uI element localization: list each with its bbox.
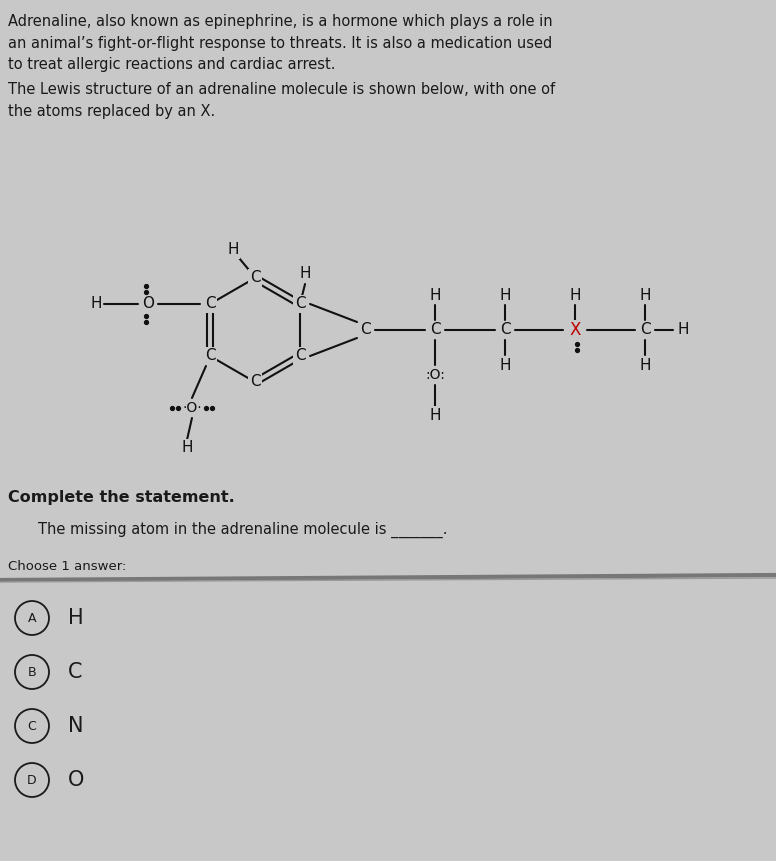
Text: ·O·: ·O· <box>182 401 202 415</box>
Text: C: C <box>68 662 82 682</box>
Text: H: H <box>499 288 511 302</box>
Text: H: H <box>429 288 441 302</box>
Text: H: H <box>90 296 102 312</box>
Text: C: C <box>360 323 370 338</box>
Text: H: H <box>639 288 651 302</box>
Text: H: H <box>227 243 239 257</box>
Text: A: A <box>28 611 36 624</box>
Text: C: C <box>205 349 215 363</box>
Text: C: C <box>500 323 511 338</box>
Text: C: C <box>639 323 650 338</box>
Text: C: C <box>295 349 305 363</box>
Text: C: C <box>430 323 440 338</box>
Text: N: N <box>68 716 84 736</box>
Text: H: H <box>677 323 689 338</box>
Text: The Lewis structure of an adrenaline molecule is shown below, with one of
the at: The Lewis structure of an adrenaline mol… <box>8 82 555 119</box>
Text: C: C <box>250 375 260 389</box>
Text: Complete the statement.: Complete the statement. <box>8 490 235 505</box>
Text: H: H <box>639 357 651 373</box>
Text: B: B <box>28 666 36 678</box>
Text: H: H <box>570 288 580 302</box>
Text: C: C <box>250 270 260 286</box>
Text: O: O <box>142 296 154 312</box>
Text: The missing atom in the adrenaline molecule is _______.: The missing atom in the adrenaline molec… <box>38 522 448 538</box>
Text: H: H <box>68 608 84 628</box>
Text: H: H <box>429 407 441 423</box>
Text: D: D <box>27 773 36 786</box>
Text: Adrenaline, also known as epinephrine, is a hormone which plays a role in
an ani: Adrenaline, also known as epinephrine, i… <box>8 14 553 72</box>
Text: X: X <box>570 321 580 339</box>
Text: O: O <box>68 770 85 790</box>
Text: C: C <box>28 720 36 733</box>
Text: H: H <box>300 267 310 282</box>
Text: C: C <box>295 296 305 312</box>
Text: Choose 1 answer:: Choose 1 answer: <box>8 560 126 573</box>
Text: C: C <box>205 296 215 312</box>
Text: H: H <box>499 357 511 373</box>
Text: :O:: :O: <box>425 368 445 382</box>
Text: H: H <box>182 441 192 455</box>
